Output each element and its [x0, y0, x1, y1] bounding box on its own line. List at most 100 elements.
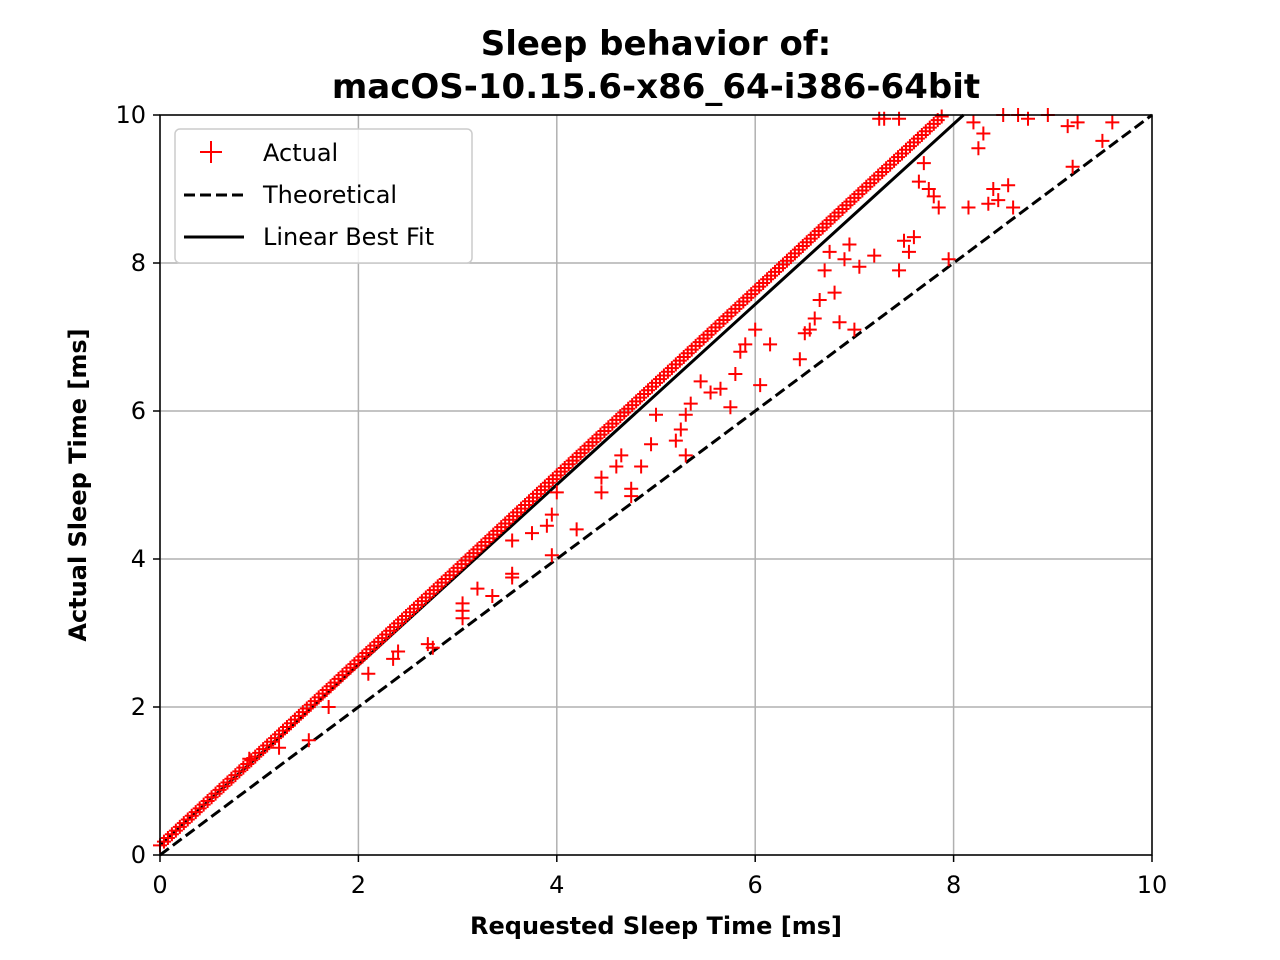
actual-markers	[153, 108, 1120, 853]
legend-box	[174, 128, 473, 264]
y-tick-label: 6	[131, 397, 146, 425]
actual-point	[822, 244, 837, 259]
actual-point	[649, 407, 663, 422]
y-tick-label: 4	[131, 545, 146, 573]
actual-point	[792, 352, 807, 367]
actual-point	[301, 733, 316, 748]
x-tick-label: 6	[748, 871, 763, 899]
y-axis-label: Actual Sleep Time [ms]	[64, 328, 92, 641]
actual-point	[634, 459, 649, 474]
actual-point	[272, 740, 287, 755]
actual-point	[1095, 133, 1110, 148]
actual-point	[976, 126, 991, 141]
actual-point	[906, 230, 921, 245]
actual-point	[852, 259, 867, 274]
actual-point	[971, 141, 986, 156]
actual-point	[738, 337, 753, 352]
actual-point	[867, 248, 882, 263]
actual-point	[832, 315, 847, 330]
actual-point	[693, 374, 708, 389]
actual-point	[594, 485, 609, 500]
actual-point	[470, 581, 485, 596]
actual-point	[569, 522, 584, 537]
actual-point	[455, 596, 470, 611]
actual-point	[728, 367, 743, 381]
y-tick-label: 0	[131, 841, 146, 869]
actual-point	[807, 311, 822, 326]
actual-point	[1001, 178, 1016, 193]
actual-point	[892, 111, 907, 126]
legend-label-actual: Actual	[263, 139, 338, 167]
actual-point	[877, 111, 892, 126]
actual-point	[321, 700, 336, 714]
x-tick-label: 0	[152, 871, 167, 899]
actual-point	[713, 381, 728, 396]
y-tick-label: 8	[131, 249, 146, 277]
y-tick-label: 10	[115, 101, 146, 129]
actual-point	[539, 518, 554, 533]
actual-point	[897, 233, 911, 248]
actual-point	[753, 378, 768, 393]
legend-marker-actual	[200, 141, 222, 163]
actual-point	[614, 448, 629, 463]
actual-point	[673, 422, 688, 437]
actual-point	[748, 322, 763, 337]
actual-point	[505, 533, 520, 548]
legend-label-best-fit: Linear Best Fit	[263, 223, 434, 251]
actual-point	[981, 196, 996, 211]
actual-point	[812, 293, 827, 307]
actual-point	[594, 470, 609, 485]
actual-point	[991, 193, 1006, 208]
actual-point	[391, 644, 406, 659]
actual-point	[425, 640, 440, 655]
actual-point	[827, 285, 842, 300]
actual-point	[1060, 119, 1075, 134]
actual-point	[609, 459, 624, 474]
actual-point	[678, 407, 693, 422]
actual-point	[644, 437, 659, 452]
actual-point	[723, 400, 738, 415]
y-tick-label: 2	[131, 693, 146, 721]
actual-point	[802, 322, 817, 337]
actual-point	[361, 666, 376, 681]
x-tick-label: 8	[946, 871, 961, 899]
plot-frame	[159, 114, 1153, 856]
actual-point	[485, 589, 500, 603]
x-axis-label: Requested Sleep Time [ms]	[470, 912, 842, 940]
actual-point	[733, 344, 748, 359]
actual-point	[1006, 200, 1021, 215]
legend: Actual Theoretical Linear Best Fit	[174, 128, 473, 264]
actual-point	[624, 481, 639, 496]
chart-title-line-2: macOS-10.15.6-x86_64-i386-64bit	[332, 67, 980, 107]
actual-point	[842, 237, 857, 252]
axis-ticks: 0 2 4 6 8 10 0 2 4 6 8 10	[115, 101, 1167, 899]
actual-point	[549, 485, 564, 500]
actual-point	[386, 651, 401, 666]
actual-point	[678, 448, 693, 463]
x-tick-label: 2	[351, 871, 366, 899]
actual-point	[505, 566, 520, 581]
actual-point	[986, 182, 1001, 196]
actual-point	[525, 526, 539, 541]
actual-point	[931, 200, 946, 215]
actual-point	[668, 433, 683, 448]
actual-point	[961, 200, 976, 215]
actual-point	[916, 156, 931, 171]
actual-point	[544, 548, 559, 563]
chart-title-line-1: Sleep behavior of:	[481, 24, 832, 64]
actual-point	[911, 174, 926, 189]
x-tick-label: 10	[1137, 871, 1168, 899]
actual-point	[892, 263, 907, 278]
actual-point	[763, 337, 778, 352]
actual-point	[1065, 159, 1080, 174]
actual-point	[1021, 111, 1035, 126]
actual-point	[1070, 115, 1085, 130]
actual-point	[817, 263, 832, 278]
actual-point	[847, 322, 862, 337]
actual-point	[703, 385, 718, 400]
theoretical-line	[159, 113, 1153, 857]
actual-point	[544, 507, 559, 522]
actual-point	[837, 252, 852, 267]
actual-point	[683, 396, 698, 411]
